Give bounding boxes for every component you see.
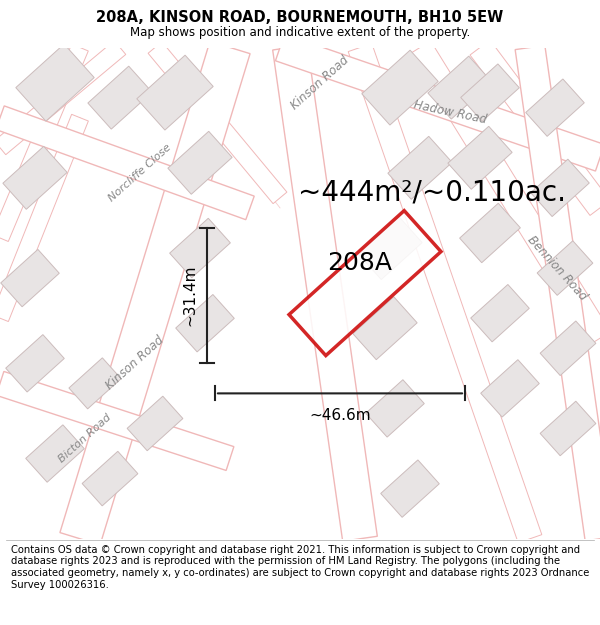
Text: 208A: 208A bbox=[328, 251, 392, 275]
Text: Bicton Road: Bicton Road bbox=[57, 412, 113, 464]
Polygon shape bbox=[470, 40, 600, 216]
Polygon shape bbox=[0, 106, 254, 220]
Polygon shape bbox=[148, 42, 287, 204]
Polygon shape bbox=[460, 203, 520, 262]
Text: Bennion Road: Bennion Road bbox=[524, 233, 589, 303]
Polygon shape bbox=[353, 297, 417, 360]
Polygon shape bbox=[1, 249, 59, 307]
Polygon shape bbox=[515, 46, 600, 541]
Polygon shape bbox=[0, 41, 126, 154]
Polygon shape bbox=[540, 321, 596, 376]
Polygon shape bbox=[448, 126, 512, 189]
Polygon shape bbox=[69, 358, 121, 409]
Polygon shape bbox=[461, 64, 519, 121]
Polygon shape bbox=[170, 218, 230, 278]
Polygon shape bbox=[168, 131, 232, 194]
Polygon shape bbox=[362, 50, 438, 125]
Polygon shape bbox=[540, 401, 596, 456]
Text: ~46.6m: ~46.6m bbox=[309, 408, 371, 423]
Polygon shape bbox=[366, 380, 424, 437]
Polygon shape bbox=[388, 136, 452, 199]
Polygon shape bbox=[272, 45, 377, 541]
Text: Contains OS data © Crown copyright and database right 2021. This information is : Contains OS data © Crown copyright and d… bbox=[11, 545, 589, 589]
Polygon shape bbox=[0, 371, 234, 471]
Polygon shape bbox=[176, 294, 234, 352]
Polygon shape bbox=[428, 56, 492, 119]
Text: ~31.4m: ~31.4m bbox=[182, 265, 197, 326]
Polygon shape bbox=[82, 451, 138, 506]
Polygon shape bbox=[409, 41, 600, 345]
Polygon shape bbox=[526, 79, 584, 136]
Text: 208A, KINSON ROAD, BOURNEMOUTH, BH10 5EW: 208A, KINSON ROAD, BOURNEMOUTH, BH10 5EW bbox=[97, 9, 503, 24]
Polygon shape bbox=[127, 396, 183, 451]
Polygon shape bbox=[26, 425, 84, 483]
Text: Kinson Road: Kinson Road bbox=[289, 53, 352, 112]
Polygon shape bbox=[381, 460, 439, 518]
Polygon shape bbox=[481, 359, 539, 417]
Polygon shape bbox=[358, 216, 422, 279]
Polygon shape bbox=[275, 34, 600, 171]
Polygon shape bbox=[3, 146, 67, 209]
Polygon shape bbox=[348, 43, 542, 543]
Text: Norcliffe Close: Norcliffe Close bbox=[107, 142, 173, 204]
Text: Hadow Road: Hadow Road bbox=[412, 99, 488, 127]
Polygon shape bbox=[531, 159, 589, 216]
Polygon shape bbox=[88, 66, 152, 129]
Text: Map shows position and indicative extent of the property.: Map shows position and indicative extent… bbox=[130, 26, 470, 39]
Polygon shape bbox=[537, 241, 593, 296]
Polygon shape bbox=[16, 44, 94, 121]
Polygon shape bbox=[60, 41, 250, 545]
Polygon shape bbox=[471, 284, 529, 342]
Polygon shape bbox=[0, 44, 88, 241]
Text: Kinson Road: Kinson Road bbox=[103, 334, 167, 392]
Text: ~444m²/~0.110ac.: ~444m²/~0.110ac. bbox=[298, 179, 566, 207]
Polygon shape bbox=[6, 334, 64, 392]
Polygon shape bbox=[137, 55, 213, 130]
Polygon shape bbox=[0, 114, 88, 321]
Polygon shape bbox=[289, 211, 441, 356]
